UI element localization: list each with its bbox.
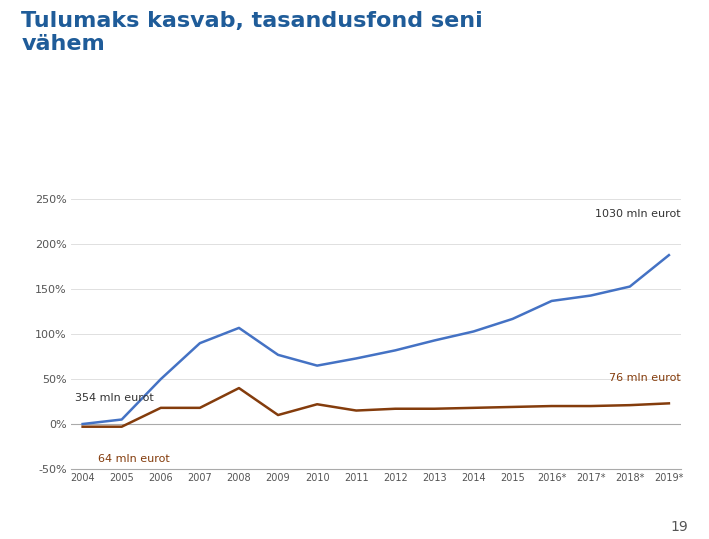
Text: 76 mln eurot: 76 mln eurot: [609, 373, 681, 383]
Text: 1030 mln eurot: 1030 mln eurot: [595, 209, 681, 219]
Text: 19: 19: [670, 520, 688, 534]
Text: Tulumaks kasvab, tasandusfond seni
vähem: Tulumaks kasvab, tasandusfond seni vähem: [21, 11, 483, 54]
Text: 64 mln eurot: 64 mln eurot: [99, 454, 170, 464]
Text: 354 mln eurot: 354 mln eurot: [75, 392, 154, 403]
